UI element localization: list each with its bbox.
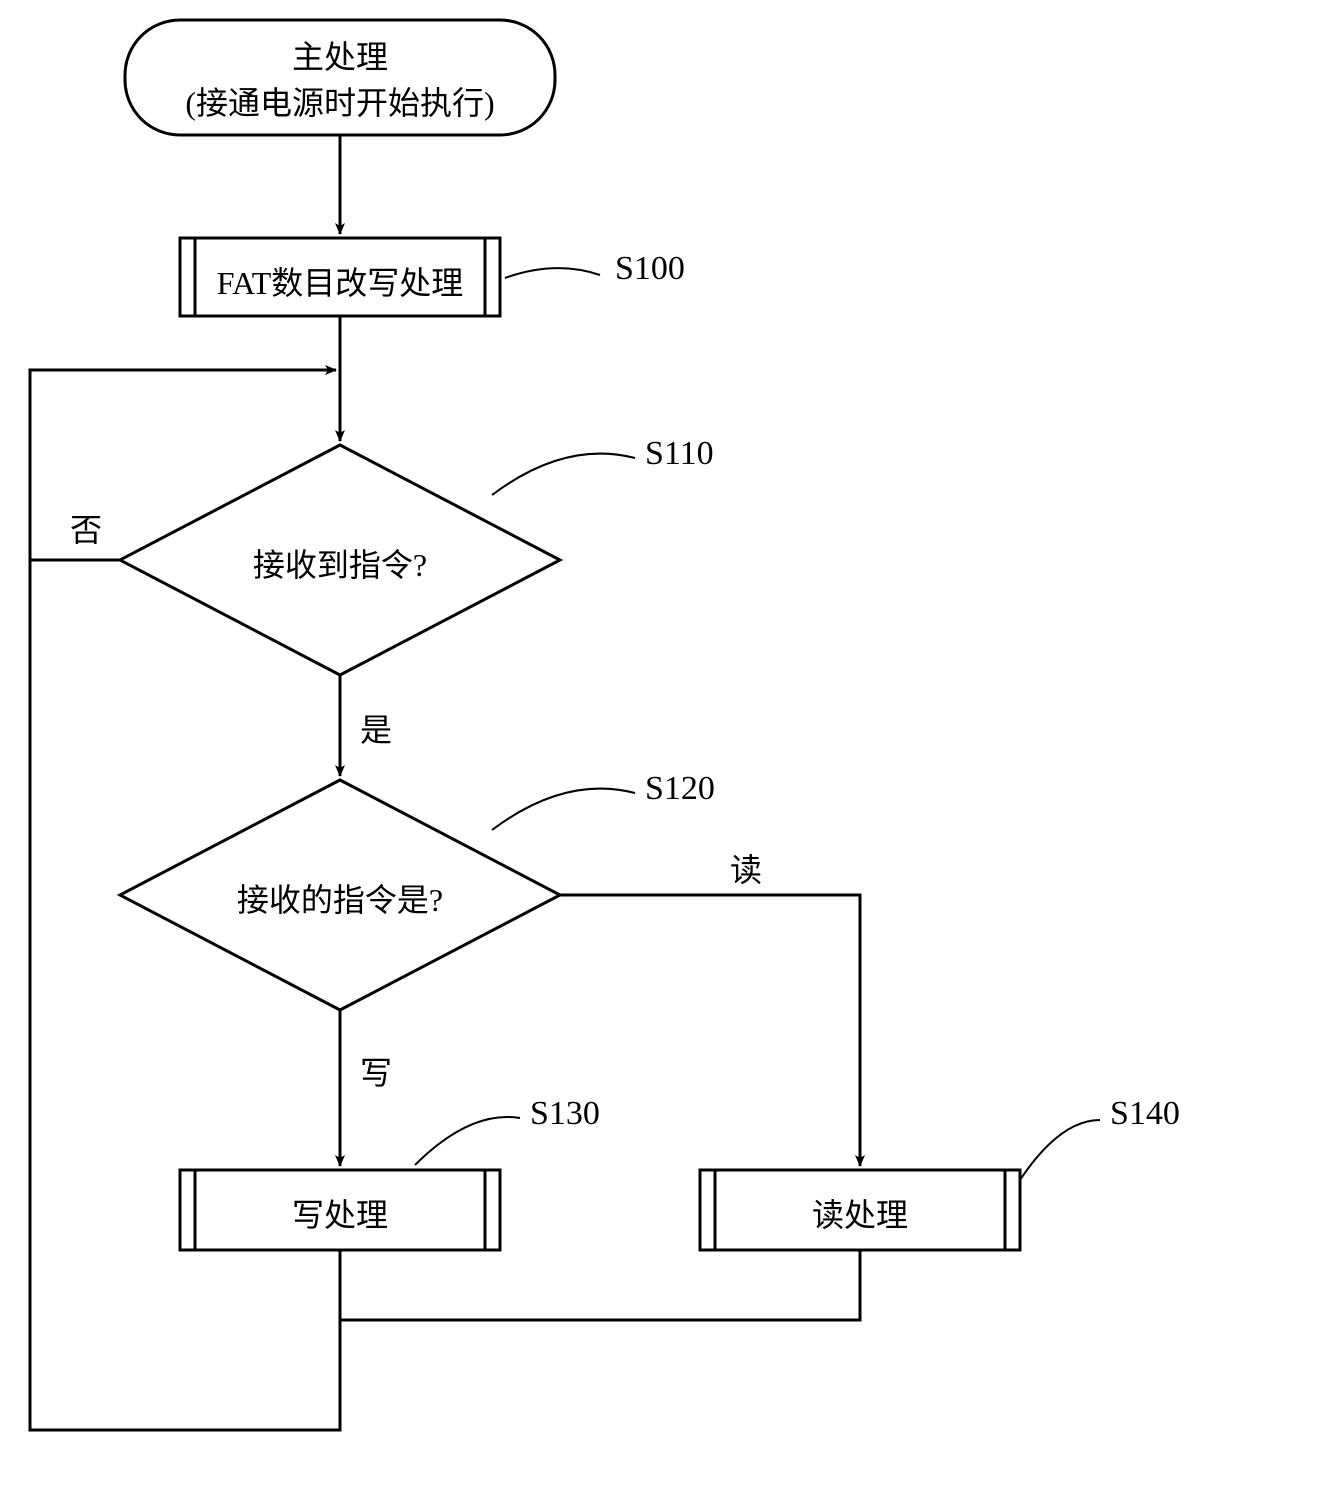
pointer-s140: [1020, 1120, 1100, 1180]
edge-s140-join: [340, 1250, 860, 1320]
edge-s120-s140: [560, 895, 860, 1166]
s130-process: [180, 1170, 500, 1250]
pointer-s130: [415, 1117, 520, 1165]
pointer-s110: [492, 454, 635, 495]
s120-decision: [120, 780, 560, 1010]
start-node: [125, 20, 555, 135]
edge-loop-back: [30, 370, 340, 1430]
flowchart-canvas: [0, 0, 1334, 1487]
s100-process: [180, 238, 500, 316]
s140-process: [700, 1170, 1020, 1250]
pointer-s100: [505, 268, 600, 278]
s110-decision: [120, 445, 560, 675]
pointer-s120: [492, 789, 635, 830]
